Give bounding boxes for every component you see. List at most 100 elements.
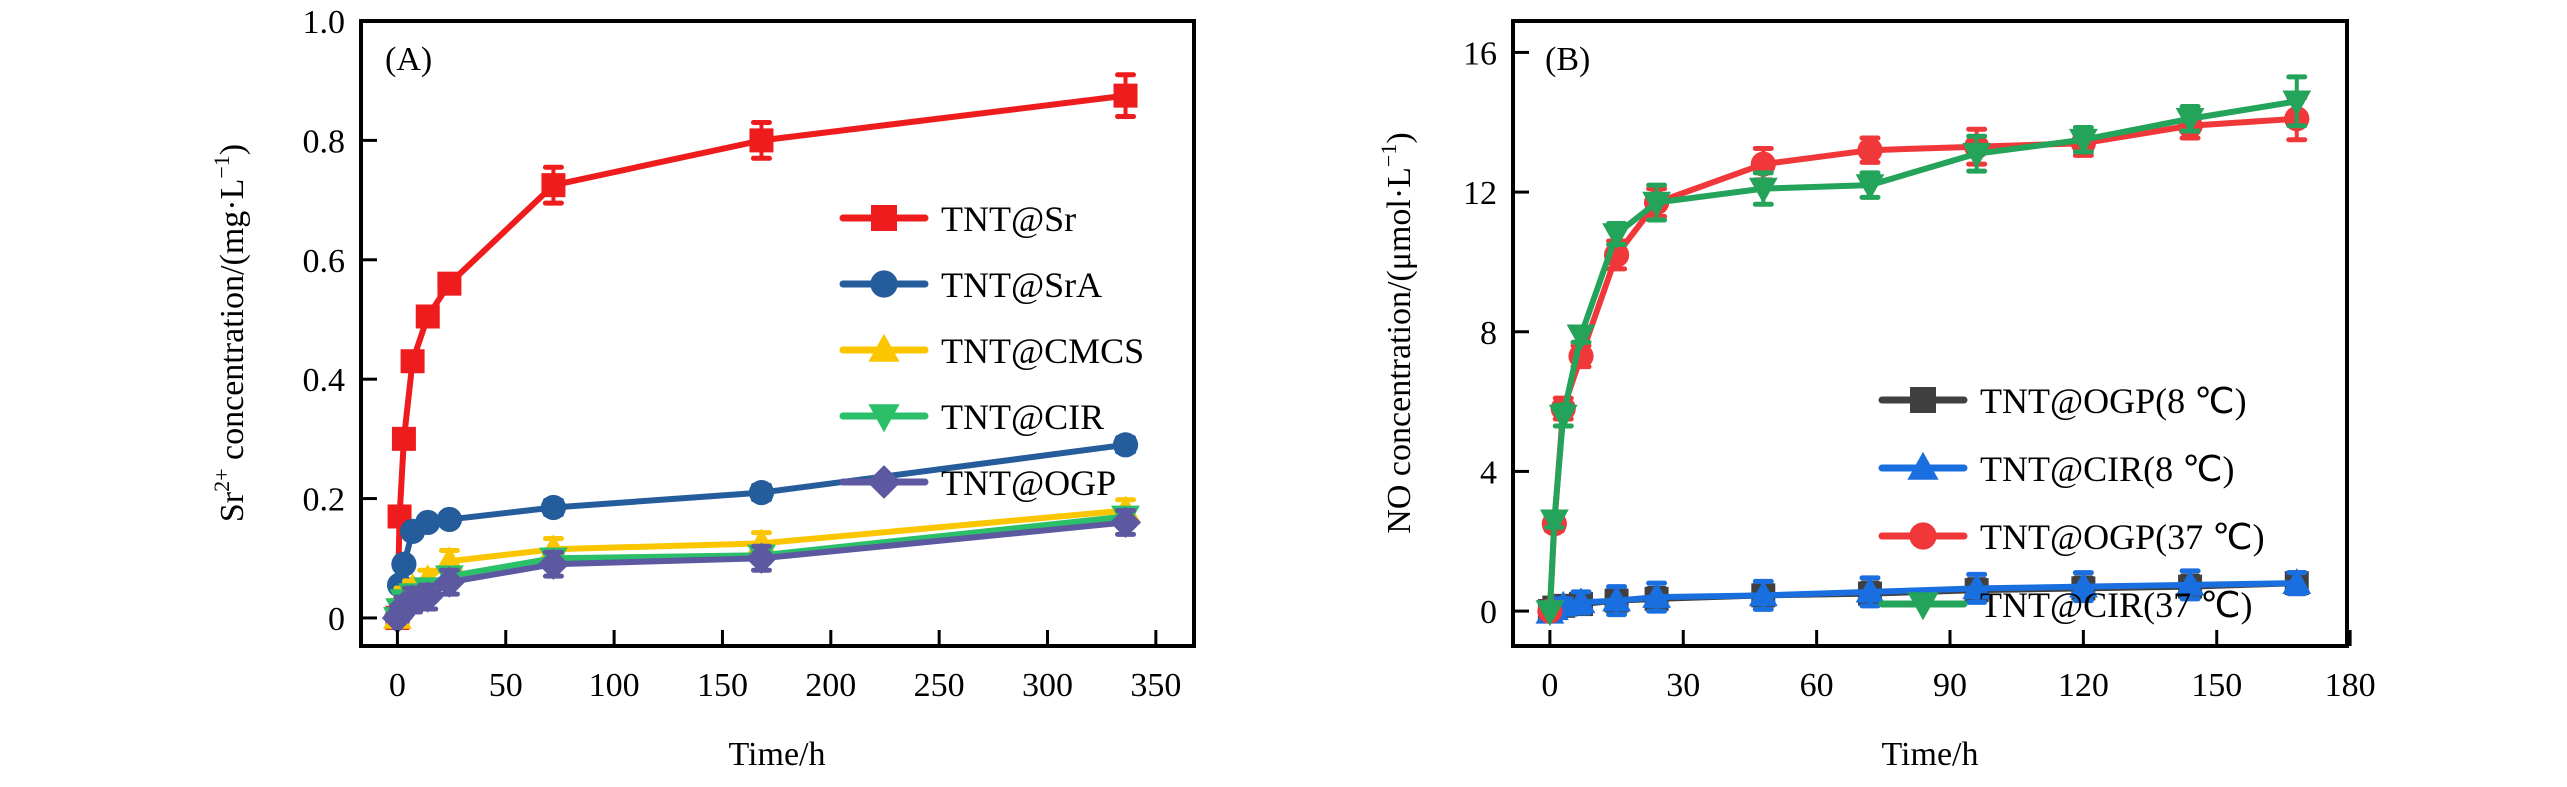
data-point bbox=[1748, 177, 1778, 204]
legend-item-tnt-ogp-37: TNT@OGP(37 ℃) bbox=[1878, 517, 2265, 557]
data-point bbox=[1548, 404, 1578, 431]
y-tick-label: 16 bbox=[1463, 35, 1497, 72]
data-point bbox=[1566, 324, 1596, 351]
data-point bbox=[1962, 573, 1992, 600]
panel-b-ticks: 0 30 60 90 120 150 180 0 4 8 12 16 bbox=[1463, 35, 2376, 704]
legend-marker bbox=[867, 465, 901, 499]
data-point bbox=[745, 542, 778, 574]
series-tnt-sra bbox=[384, 432, 1139, 631]
legend-label: TNT@OGP bbox=[941, 463, 1116, 503]
data-point bbox=[1962, 142, 1992, 169]
legend-item-tnt-ogp: TNT@OGP bbox=[839, 463, 1116, 503]
y-title-close: ) bbox=[214, 144, 251, 155]
data-point bbox=[1855, 174, 1885, 201]
x-tick-label: 350 bbox=[1130, 667, 1181, 704]
data-point bbox=[1642, 582, 1671, 608]
data-point bbox=[1109, 506, 1142, 539]
panel-b-plot-frame bbox=[1511, 19, 2349, 648]
y-tick-label: 0 bbox=[1480, 594, 1497, 631]
data-point bbox=[1566, 587, 1596, 614]
data-point bbox=[1748, 580, 1778, 607]
legend-marker bbox=[1910, 387, 1936, 413]
legend-label: TNT@CIR bbox=[941, 397, 1104, 437]
data-point bbox=[540, 494, 567, 521]
data-point bbox=[415, 509, 441, 536]
x-tick-label: 180 bbox=[2325, 667, 2376, 704]
data-point bbox=[391, 551, 417, 577]
data-point bbox=[1113, 83, 1138, 108]
data-point bbox=[749, 128, 774, 153]
legend-marker bbox=[868, 333, 900, 362]
data-point bbox=[412, 581, 444, 613]
y-title-rest: concentration/(mg·L bbox=[214, 179, 251, 469]
legend-label: TNT@CIR(8 ℃) bbox=[1980, 449, 2235, 489]
series-tnt-sr bbox=[385, 72, 1138, 630]
y-tick-label: 8 bbox=[1480, 315, 1497, 352]
data-point bbox=[1857, 137, 1883, 163]
y-title-base: Sr bbox=[214, 491, 251, 522]
data-point bbox=[1535, 600, 1565, 627]
data-point bbox=[400, 349, 425, 374]
data-point bbox=[437, 271, 462, 296]
panel-a-plot-frame bbox=[359, 19, 1196, 648]
panel-b-series-layer bbox=[1535, 74, 2312, 627]
y-title-unit-sup: −1 bbox=[209, 155, 234, 178]
series-line bbox=[1546, 98, 2298, 612]
panel-a-series-layer bbox=[381, 72, 1142, 634]
y-tick-label: 0.6 bbox=[303, 243, 346, 280]
legend-label: TNT@OGP(8 ℃) bbox=[1980, 381, 2247, 421]
x-tick-label: 50 bbox=[489, 667, 523, 704]
panel-a-legend: TNT@Sr TNT@SrA TNT@CMCS TNT@CIR TNT@OGP bbox=[839, 199, 1144, 503]
y-title-base: NO concentration/(μmol·L bbox=[1381, 167, 1418, 534]
panel-a-x-axis-title: Time/h bbox=[728, 736, 825, 773]
panel-a-y-axis-title: Sr2+ concentration/(mg·L−1) bbox=[209, 144, 251, 522]
data-point bbox=[433, 566, 466, 598]
x-tick-label: 0 bbox=[389, 667, 406, 704]
data-point bbox=[436, 506, 463, 533]
x-tick-label: 150 bbox=[697, 667, 748, 704]
panel-b-legend: TNT@OGP(8 ℃) TNT@CIR(8 ℃) TNT@OGP(37 ℃) TNT… bbox=[1878, 381, 2265, 625]
panel-b-y-axis-title: NO concentration/(μmol·L−1) bbox=[1376, 132, 1418, 533]
series-tnt-ogp bbox=[381, 506, 1142, 634]
panel-b-label: (B) bbox=[1545, 41, 1590, 78]
data-point bbox=[2068, 128, 2098, 155]
y-tick-label: 0.2 bbox=[303, 482, 346, 519]
data-point bbox=[1642, 191, 1671, 218]
x-tick-label: 90 bbox=[1933, 667, 1967, 704]
x-tick-label: 60 bbox=[1800, 667, 1834, 704]
x-tick-label: 30 bbox=[1666, 667, 1700, 704]
data-point bbox=[2282, 568, 2312, 594]
panel-a-ticks: 0 50 100 150 200 250 300 350 0 0.2 0.4 0.6 0.8 1.0 bbox=[303, 4, 1182, 704]
legend-item-tnt-cmcs: TNT@CMCS bbox=[839, 331, 1144, 371]
data-point bbox=[1112, 432, 1139, 458]
legend-item-tnt-cir-8: TNT@CIR(8 ℃) bbox=[1878, 449, 2235, 489]
data-point bbox=[415, 304, 440, 329]
legend-item-tnt-sra: TNT@SrA bbox=[839, 265, 1102, 305]
data-point bbox=[396, 584, 429, 616]
data-point bbox=[2068, 571, 2098, 598]
panel-b-x-axis-title: Time/h bbox=[1881, 736, 1978, 773]
legend-label: TNT@Sr bbox=[941, 199, 1076, 239]
data-point bbox=[1855, 576, 1885, 603]
x-tick-label: 150 bbox=[2191, 667, 2242, 704]
y-tick-label: 0.4 bbox=[303, 362, 346, 399]
data-point bbox=[537, 548, 570, 580]
y-tick-label: 0.8 bbox=[303, 123, 346, 160]
legend-label: TNT@CMCS bbox=[941, 331, 1144, 371]
data-point bbox=[2282, 90, 2312, 117]
data-point bbox=[2175, 569, 2205, 596]
y-tick-label: 0 bbox=[328, 601, 345, 638]
x-tick-label: 300 bbox=[1022, 667, 1073, 704]
data-point bbox=[391, 426, 416, 451]
panel-a-label: (A) bbox=[385, 41, 432, 78]
y-tick-label: 12 bbox=[1463, 175, 1497, 212]
y-title-unit-sup: −1 bbox=[1376, 144, 1401, 167]
data-point bbox=[748, 479, 775, 506]
legend-label: TNT@CIR(37 ℃) bbox=[1980, 585, 2253, 625]
data-point bbox=[1602, 585, 1631, 612]
legend-item-tnt-cir: TNT@CIR bbox=[839, 397, 1104, 437]
legend-marker bbox=[1907, 451, 1939, 480]
legend-marker bbox=[871, 205, 897, 231]
panel-a-chart: 0 50 100 150 200 250 300 350 0 0.2 0.4 0.6 0.8 1.0 (A… bbox=[209, 4, 1196, 773]
data-point bbox=[2175, 107, 2205, 134]
